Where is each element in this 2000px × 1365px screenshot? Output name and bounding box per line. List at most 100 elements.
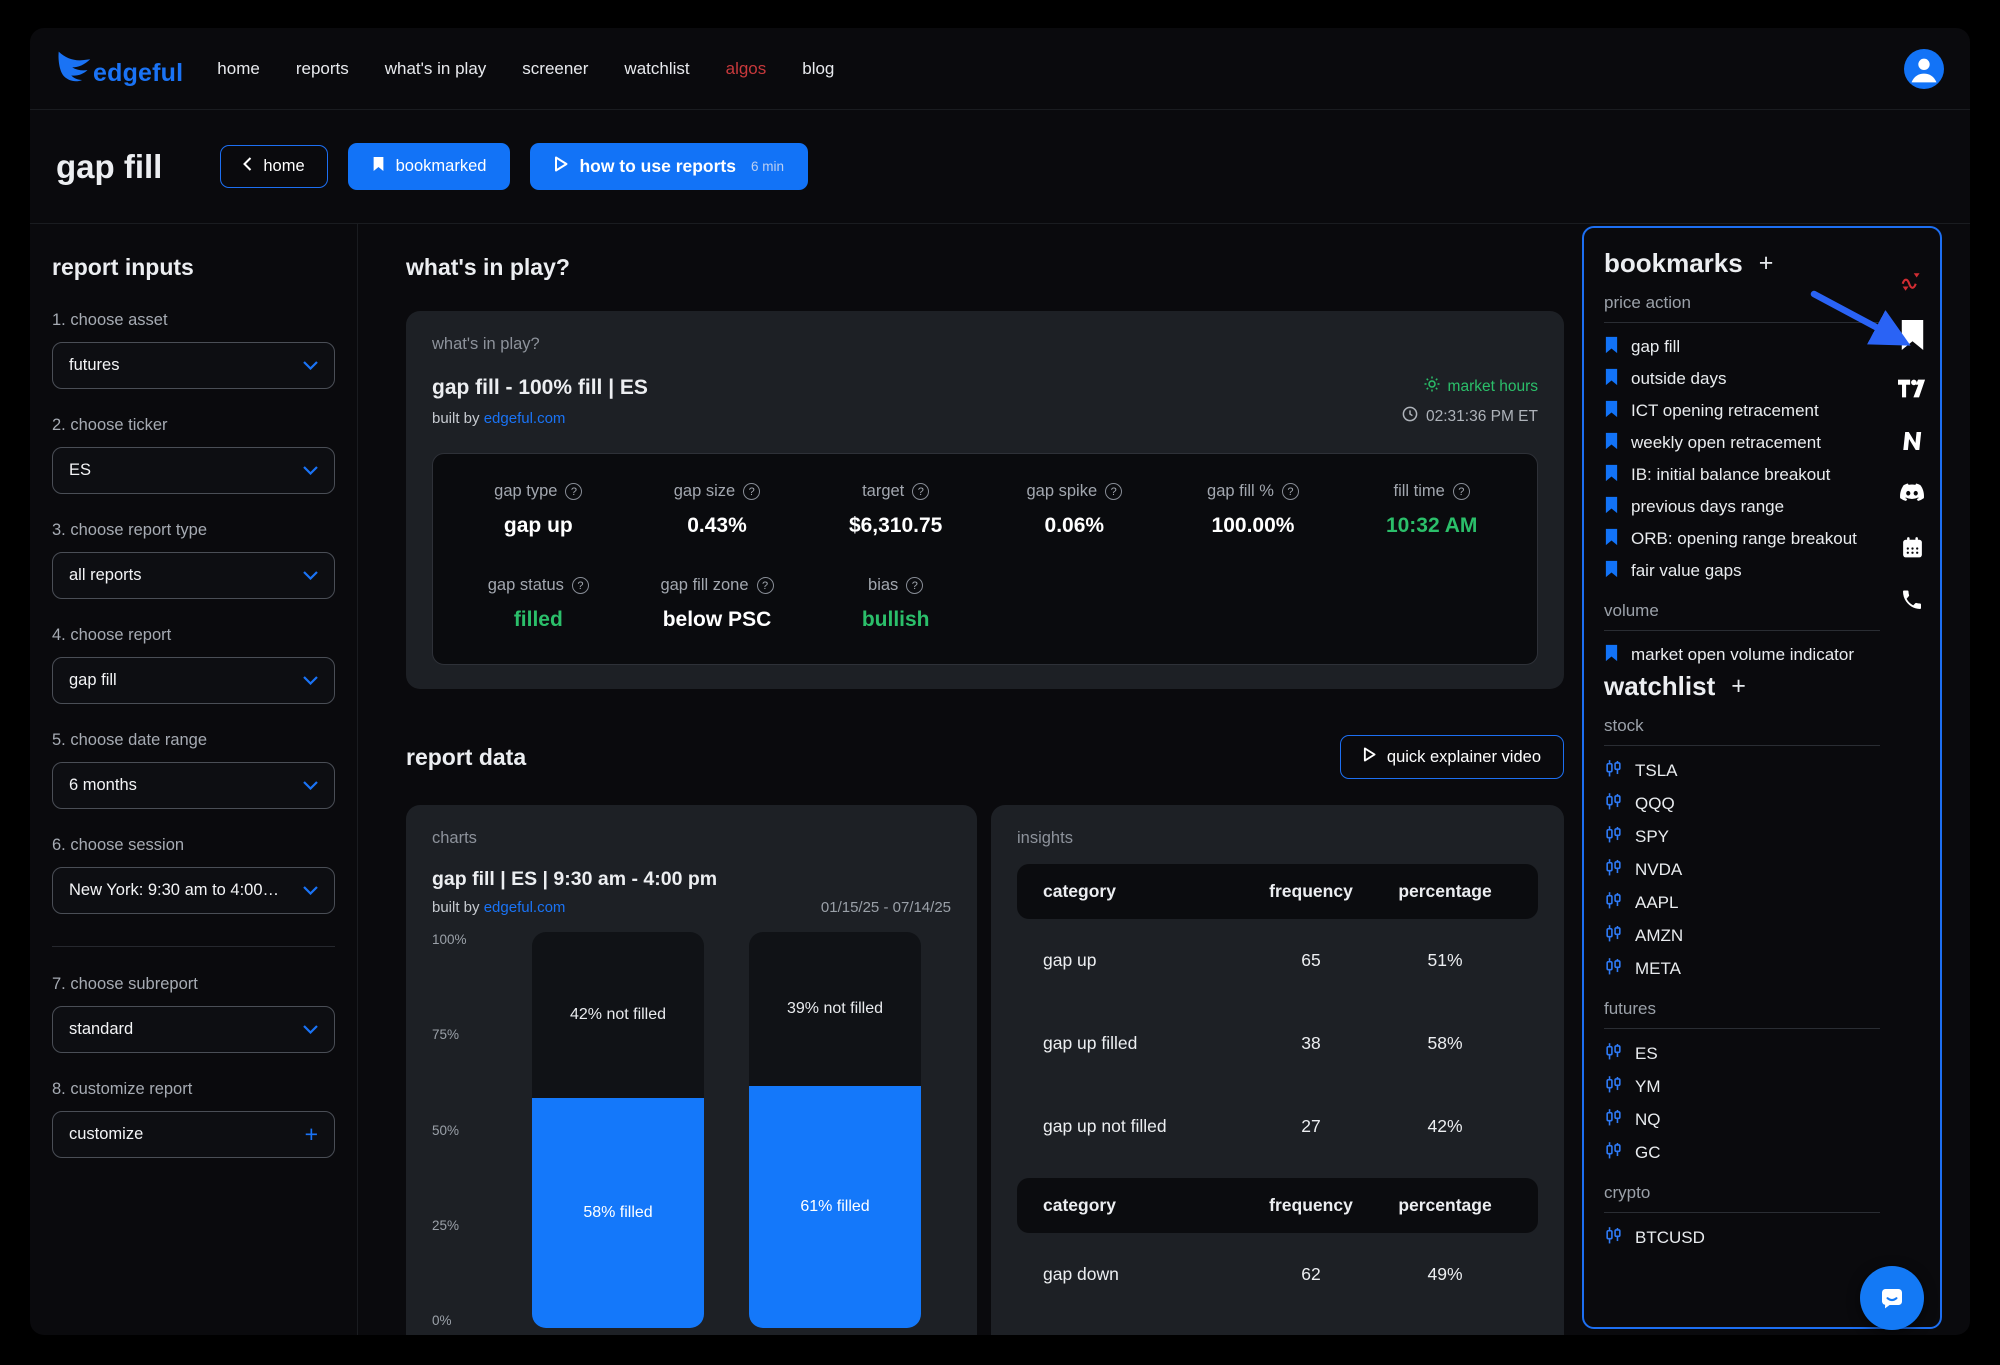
bookmark-item[interactable]: weekly open retracement: [1604, 427, 1880, 459]
field-choose-subreport: 7. choose subreport standard: [52, 975, 335, 1053]
asset-select[interactable]: futures: [52, 342, 335, 389]
watchlist-item[interactable]: BTCUSD: [1604, 1221, 1880, 1254]
app-window: edgeful home reports what's in play scre…: [30, 28, 1970, 1335]
play-icon: [1363, 747, 1376, 767]
top-navbar: edgeful home reports what's in play scre…: [30, 28, 1970, 110]
bookmark-item[interactable]: previous days range: [1604, 491, 1880, 523]
nav-link[interactable]: blog: [802, 58, 835, 78]
help-icon[interactable]: ?: [1281, 483, 1299, 500]
stat-gap-fill-zone: gap fill zone? below PSC: [628, 576, 807, 632]
bookmark-item-label: fair value gaps: [1631, 561, 1742, 580]
cell-frequency: 65: [1301, 950, 1321, 970]
how-to-use-reports-button[interactable]: how to use reports 6 min: [530, 143, 808, 190]
watchlist-item-label: NQ: [1635, 1109, 1661, 1129]
stacked-bar-chart: 100% 75% 50% 25% 0% 42% not filled 58% f…: [432, 932, 951, 1328]
candles-icon: [1604, 1108, 1623, 1132]
candles-icon: [1604, 1042, 1623, 1066]
phone-icon[interactable]: [1898, 586, 1926, 614]
chevron-down-icon: [303, 357, 318, 375]
nav-link[interactable]: reports: [295, 58, 349, 78]
watchlist-item[interactable]: AMZN: [1604, 919, 1880, 952]
discord-icon[interactable]: [1898, 480, 1926, 508]
watchlist-item[interactable]: NVDA: [1604, 853, 1880, 886]
tradingview-icon[interactable]: [1898, 374, 1926, 402]
bar-segment-not-filled: 42% not filled: [532, 932, 704, 1099]
bookmark-item[interactable]: ICT opening retracement: [1604, 395, 1880, 427]
bookmark-item[interactable]: IB: initial balance breakout: [1604, 459, 1880, 491]
home-button[interactable]: home: [220, 145, 328, 188]
y-axis-tick: 75%: [432, 1027, 460, 1043]
watchlist-item[interactable]: TSLA: [1604, 754, 1880, 787]
chevron-down-icon: [303, 777, 318, 795]
bookmark-icon: [1604, 400, 1619, 423]
nav-link[interactable]: watchlist: [624, 58, 690, 78]
nav-link[interactable]: what's in play: [384, 58, 487, 78]
group-label-volume: volume: [1604, 601, 1880, 631]
report-select[interactable]: gap fill: [52, 657, 335, 704]
ninjatrader-icon[interactable]: [1898, 427, 1926, 455]
bar-gap-up-fill: 42% not filled 58% filled: [532, 932, 704, 1328]
cell-category: gap up: [1043, 950, 1097, 970]
watchlist-item[interactable]: ES: [1604, 1037, 1880, 1070]
stat-gap-fill-pct: gap fill %? 100.00%: [1164, 482, 1343, 538]
session-select[interactable]: New York: 9:30 am to 4:00…: [52, 867, 335, 914]
edgeful-logo[interactable]: edgeful: [56, 49, 183, 88]
bookmark-item[interactable]: market open volume indicator: [1604, 639, 1880, 671]
watchlist-item[interactable]: QQQ: [1604, 787, 1880, 820]
nav-link[interactable]: algos: [725, 58, 767, 78]
bookmark-icon: [1604, 368, 1619, 391]
help-icon[interactable]: ?: [571, 577, 589, 594]
right-column: bookmarks + price action gap fill outsid…: [1582, 224, 1970, 1335]
bookmark-icon[interactable]: [1898, 320, 1926, 350]
chevron-down-icon: [303, 1021, 318, 1039]
cell-category: gap down: [1043, 1264, 1119, 1284]
subreport-select[interactable]: standard: [52, 1006, 335, 1053]
calendar-icon[interactable]: [1898, 533, 1926, 561]
help-icon[interactable]: ?: [906, 577, 924, 594]
add-bookmark-button[interactable]: +: [1758, 249, 1774, 277]
ticker-select[interactable]: ES: [52, 447, 335, 494]
watchlist-item[interactable]: AAPL: [1604, 886, 1880, 919]
chat-button[interactable]: [1860, 1266, 1924, 1330]
candles-icon: [1604, 957, 1623, 981]
y-axis: 100% 75% 50% 25% 0%: [432, 932, 486, 1328]
help-icon[interactable]: ?: [743, 483, 761, 500]
nav-link[interactable]: home: [217, 58, 260, 78]
bookmark-item[interactable]: outside days: [1604, 363, 1880, 395]
quick-explainer-video-button[interactable]: quick explainer video: [1339, 735, 1564, 779]
watchlist-item[interactable]: META: [1604, 952, 1880, 985]
date-range-select[interactable]: 6 months: [52, 762, 335, 809]
field-choose-session: 6. choose session New York: 9:30 am to 4…: [52, 836, 335, 914]
algos-icon[interactable]: [1898, 268, 1926, 296]
bar-segment-filled: 58% filled: [532, 1098, 704, 1328]
watchlist-item[interactable]: SPY: [1604, 820, 1880, 853]
table-row: gap down 62 49%: [1017, 1233, 1538, 1316]
help-icon[interactable]: ?: [756, 577, 774, 594]
nav-links: home reports what's in play screener wat…: [217, 59, 834, 79]
bookmark-item[interactable]: fair value gaps: [1604, 555, 1880, 587]
bar-segment-not-filled: 39% not filled: [749, 932, 921, 1087]
user-avatar[interactable]: [1904, 48, 1944, 89]
field-customize-report: 8. customize report customize +: [52, 1080, 335, 1158]
watchlist-item[interactable]: NQ: [1604, 1103, 1880, 1136]
cell-percentage: 42%: [1427, 1116, 1463, 1136]
help-icon[interactable]: ?: [1105, 483, 1123, 500]
edgeful-link[interactable]: edgeful.com: [483, 899, 566, 916]
help-icon[interactable]: ?: [1452, 483, 1470, 500]
report-type-select[interactable]: all reports: [52, 552, 335, 599]
watchlist-item[interactable]: YM: [1604, 1070, 1880, 1103]
built-by: built by edgeful.com: [432, 410, 566, 427]
bookmark-item[interactable]: ORB: opening range breakout: [1604, 523, 1880, 555]
wing-icon: [56, 49, 92, 88]
watchlist-item[interactable]: GC: [1604, 1136, 1880, 1169]
date-range: 01/15/25 - 07/14/25: [820, 899, 951, 916]
customize-button[interactable]: customize +: [52, 1111, 335, 1158]
bookmarked-button[interactable]: bookmarked: [347, 143, 511, 190]
edgeful-link[interactable]: edgeful.com: [483, 410, 566, 427]
help-icon[interactable]: ?: [565, 483, 583, 500]
add-watchlist-button[interactable]: +: [1731, 672, 1746, 700]
help-icon[interactable]: ?: [912, 483, 930, 500]
bookmark-item[interactable]: gap fill: [1604, 331, 1880, 363]
bookmark-icon: [1604, 496, 1619, 519]
nav-link[interactable]: screener: [522, 58, 589, 78]
